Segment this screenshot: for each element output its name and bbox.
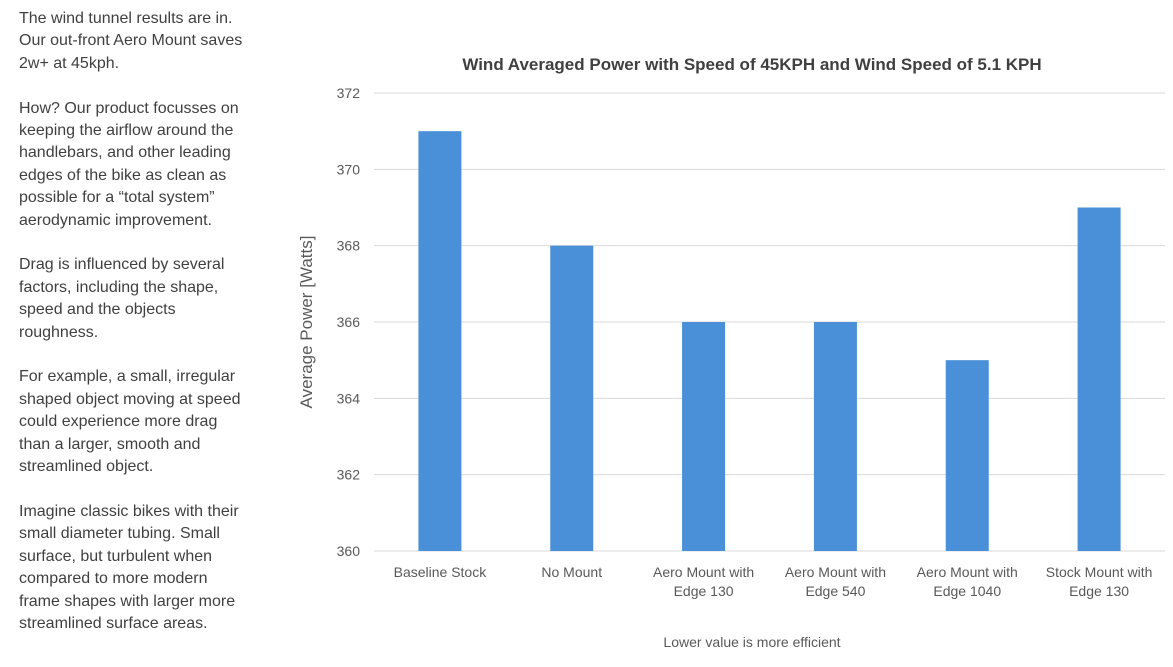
x-tick-label: Stock Mount with — [1046, 564, 1153, 580]
x-tick-label: Edge 130 — [674, 583, 734, 599]
bar — [682, 322, 726, 551]
paragraph-line: Drag is influenced by several — [19, 256, 225, 274]
description-text: The wind tunnel results are in. Our out-f… — [19, 8, 289, 658]
paragraph-line: Imagine classic bikes with their — [19, 502, 239, 520]
y-tick-label: 370 — [337, 161, 361, 177]
paragraph: For example, a small, irregular shaped ob… — [19, 366, 289, 478]
x-tick-label: Aero Mount with — [917, 564, 1018, 580]
paragraph: How? Our product focusses on keeping the … — [19, 98, 289, 232]
paragraph-line: could experience more drag — [19, 413, 218, 431]
paragraph-line: aerodynamic improvement. — [19, 211, 212, 229]
x-tick-label: Aero Mount with — [653, 564, 754, 580]
paragraph: The wind tunnel results are in. Our out-f… — [19, 8, 289, 75]
y-tick-label: 360 — [337, 543, 361, 559]
paragraph-line: shaped object moving at speed — [19, 390, 241, 408]
paragraph-line: factors, including the shape, — [19, 278, 219, 296]
paragraph-line: handlebars, and other leading — [19, 144, 231, 162]
paragraph-line: roughness. — [19, 323, 99, 341]
paragraph-line: edges of the bike as clean as — [19, 166, 227, 184]
bar — [1077, 207, 1121, 551]
y-tick-label: 362 — [337, 467, 361, 483]
x-tick-label: No Mount — [541, 564, 602, 580]
x-tick-label: Edge 1040 — [933, 583, 1001, 599]
y-tick-label: 372 — [337, 85, 361, 101]
y-tick-label: 368 — [337, 238, 361, 254]
paragraph-line: speed and the objects — [19, 301, 176, 319]
paragraph-line: possible for a “total system” — [19, 189, 215, 207]
bar — [550, 245, 594, 551]
paragraph-line: For example, a small, irregular — [19, 368, 236, 386]
paragraph-line: than a larger, smooth and — [19, 435, 201, 453]
bar — [418, 131, 462, 551]
x-axis-label: Lower value is more efficient — [663, 634, 840, 650]
bar — [813, 322, 857, 551]
paragraph-line: streamlined surface areas. — [19, 614, 208, 632]
y-tick-label: 364 — [337, 390, 361, 406]
paragraph-line: The wind tunnel results are in. — [19, 10, 233, 27]
paragraph-line: How? Our product focusses on — [19, 99, 239, 117]
paragraph-line: surface, but turbulent when — [19, 547, 213, 565]
x-tick-label: Baseline Stock — [394, 564, 488, 580]
paragraph-line: small diameter tubing. Small — [19, 525, 220, 543]
paragraph-line: Our out-front Aero Mount saves — [19, 32, 243, 50]
x-tick-label: Edge 130 — [1069, 583, 1129, 599]
paragraph-line: keeping the airflow around the — [19, 122, 234, 140]
bar — [945, 360, 989, 551]
chart-title: Wind Averaged Power with Speed of 45KPH … — [462, 55, 1041, 74]
paragraph-line: streamlined object. — [19, 458, 154, 476]
paragraph-line: 2w+ at 45kph. — [19, 54, 120, 72]
paragraph: Imagine classic bikes with their small di… — [19, 501, 289, 635]
y-axis-label: Average Power [Watts] — [297, 236, 316, 409]
x-tick-label: Edge 540 — [805, 583, 865, 599]
paragraph: Drag is influenced by several factors, in… — [19, 254, 289, 344]
x-tick-label: Aero Mount with — [785, 564, 886, 580]
paragraph-line: compared to more modern — [19, 570, 208, 588]
paragraph-line: frame shapes with larger more — [19, 592, 236, 610]
y-tick-label: 366 — [337, 314, 361, 330]
